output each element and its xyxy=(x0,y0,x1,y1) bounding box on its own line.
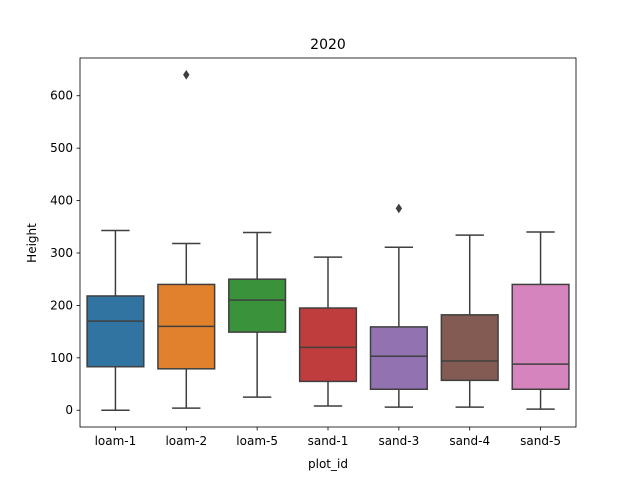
box-iqr xyxy=(511,283,570,391)
box-sand-1 xyxy=(298,256,358,407)
y-tick-label: 400 xyxy=(50,194,73,208)
y-tick-label: 100 xyxy=(50,351,73,365)
x-tick-label: sand-3 xyxy=(378,434,419,448)
x-tick-label: sand-1 xyxy=(308,434,349,448)
box-loam-1 xyxy=(86,229,145,411)
box-iqr xyxy=(86,295,145,368)
box-sand-4 xyxy=(440,234,499,408)
x-tick-label: sand-4 xyxy=(449,434,490,448)
x-tick-label: loam-1 xyxy=(95,434,137,448)
box-iqr xyxy=(440,314,499,382)
x-tick-label: sand-5 xyxy=(520,434,561,448)
y-tick-label: 500 xyxy=(50,141,73,155)
box-iqr xyxy=(228,278,287,333)
outlier-point xyxy=(395,203,403,214)
x-tick-label: loam-2 xyxy=(165,434,207,448)
box-sand-3 xyxy=(369,203,428,408)
box-loam-2 xyxy=(157,69,216,409)
box-iqr xyxy=(369,326,428,391)
x-axis-label: plot_id xyxy=(308,457,348,471)
box-iqr xyxy=(298,307,358,383)
chart-title: 2020 xyxy=(310,37,346,53)
box-loam-5 xyxy=(228,231,287,398)
y-tick-label: 600 xyxy=(50,89,73,103)
outlier-point xyxy=(183,69,190,80)
y-tick-label: 200 xyxy=(50,298,73,312)
plot-area: 0 100 200 300 400 500 600 loam-1 loam-2 loam-5 san… xyxy=(50,69,570,448)
y-tick-label: 0 xyxy=(65,403,73,417)
box-sand-5 xyxy=(511,231,570,410)
x-tick-label: loam-5 xyxy=(236,434,278,448)
y-tick-label: 300 xyxy=(50,246,73,260)
y-axis-label: Height xyxy=(25,223,39,263)
axes-frame xyxy=(79,57,577,428)
